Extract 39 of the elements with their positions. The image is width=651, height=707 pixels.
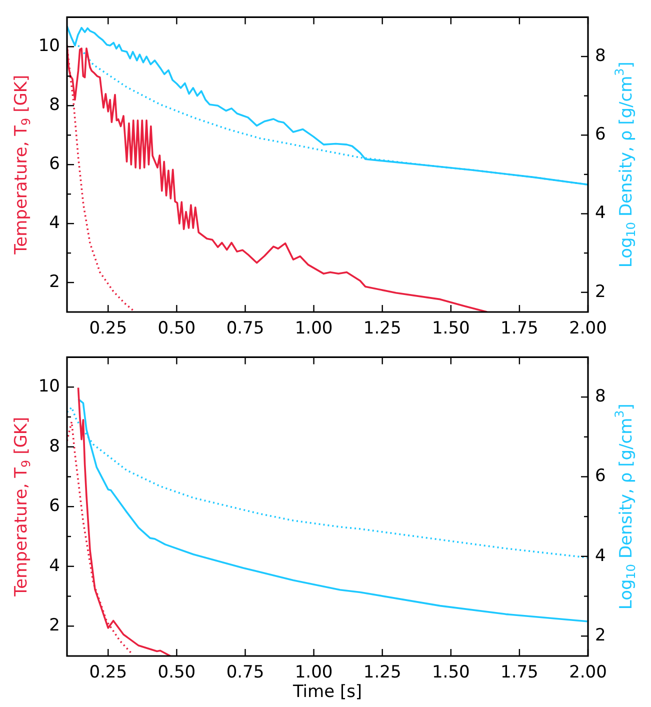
x-tick-label: 1.00: [294, 662, 333, 683]
y-tick-label: 10: [38, 36, 60, 56]
x-tick-label: 2.00: [569, 662, 607, 683]
x-tick-label: 1.50: [432, 662, 470, 683]
y-axis-title: Temperature, T9 [GK]: [11, 416, 34, 598]
x-tick-label: 0.75: [226, 662, 264, 683]
y-tick-label: 4: [49, 212, 60, 233]
x-tick-label: 1.25: [363, 662, 402, 683]
x-tick-label: 1.25: [363, 318, 402, 339]
y-tick-label: 4: [49, 556, 60, 576]
x-tick-label: 0.75: [226, 318, 264, 339]
x-tick-label: 1.50: [432, 318, 470, 339]
y2-tick-label: 6: [595, 124, 606, 145]
x-tick-label: 0.50: [158, 318, 196, 339]
y-tick-label: 8: [49, 436, 60, 456]
y-tick-label: 2: [49, 272, 60, 292]
y-tick-label: 2: [49, 616, 60, 636]
x-axis-title: Time [s]: [292, 682, 362, 702]
y2-tick-label: 2: [595, 282, 606, 302]
x-tick-label: 0.25: [89, 318, 128, 339]
x-tick-label: 0.50: [158, 662, 196, 683]
y2-tick-label: 2: [595, 626, 606, 646]
x-tick-label: 2.00: [569, 318, 607, 339]
x-tick-label: 0.25: [89, 662, 128, 683]
x-tick-label: 1.00: [294, 318, 333, 339]
x-tick-label: 1.75: [500, 318, 538, 339]
y2-axis-title: Log10 Density, ρ [g/cm3]: [612, 404, 638, 610]
y2-axis-title: Log10 Density, ρ [g/cm3]: [612, 62, 638, 268]
y-tick-label: 10: [38, 376, 60, 396]
x-tick-label: 1.75: [500, 662, 538, 683]
y2-tick-label: 8: [595, 386, 606, 406]
y2-tick-label: 8: [595, 46, 606, 66]
y-axis-title: Temperature, T9 [GK]: [11, 74, 34, 256]
y2-tick-label: 4: [595, 546, 606, 566]
y-tick-label: 6: [49, 154, 60, 174]
y2-tick-label: 4: [595, 203, 606, 224]
y-tick-label: 8: [49, 95, 60, 116]
y-tick-label: 6: [49, 496, 60, 516]
y2-tick-label: 6: [595, 466, 606, 486]
